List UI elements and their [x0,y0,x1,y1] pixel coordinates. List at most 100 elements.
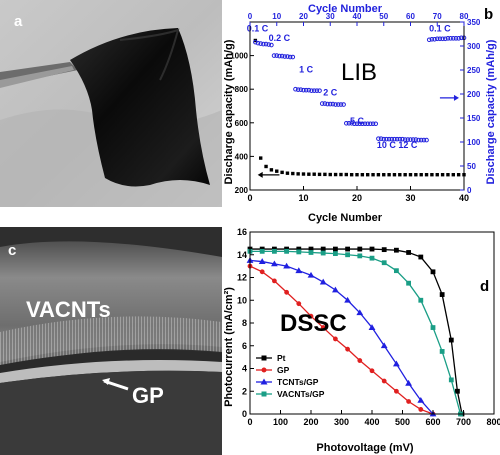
lib-data-point [445,36,451,41]
sem-image: c VACNTs GP [0,227,222,455]
dssc-series-line [249,265,434,415]
dssc-legend: Pt GP TCNTs/GP VACNTs/GP [256,353,325,399]
lib-data-point [266,42,272,47]
lib-data-point [429,36,435,42]
lib-data-point [295,87,301,92]
lib-data-point [253,39,258,45]
dssc-data-point [345,252,350,258]
lib-x-tick-label: 30 [405,193,415,203]
dssc-legend-marker [261,355,267,361]
lib-data-point [402,137,408,142]
lib-y-axis-title: Discharge capacity (mAh/g) [223,39,235,184]
dssc-legend-marker [261,367,267,373]
lib-data-point [338,102,344,107]
dssc-data-point [259,269,265,275]
lib-rate-label: 0.2 C [269,33,291,43]
dssc-data-point [418,297,424,303]
lib-data-point [317,172,322,177]
lib-data-point [410,137,416,142]
dssc-data-point [406,399,411,404]
flexible-film-photo: a [0,0,222,207]
dssc-legend-label: TCNTs/GP [277,377,319,387]
gp-layer-label: GP [132,383,164,408]
lib-data-point [354,121,360,127]
lib-rate-label: 10 C [377,140,397,150]
dssc-x-tick-label: 600 [425,417,440,427]
dssc-data-point [307,271,315,278]
dssc-x-tick-label: 200 [303,417,318,427]
dssc-data-point [455,388,460,394]
lib-plot-frame [249,21,465,191]
lib-data-point [301,87,306,93]
lib-data-point [312,172,316,176]
lib-x2-tick-label: 40 [353,12,362,21]
lib-y-tick-label: 200 [235,186,249,195]
lib-data-point [319,101,325,106]
lib-data-point [403,173,407,177]
dssc-data-point [405,379,412,386]
dssc-data-point [333,251,338,257]
lib-data-point [355,173,359,177]
lib-y2-tick-label: 150 [467,114,481,123]
dssc-data-point [368,324,376,330]
dssc-x-tick-label: 300 [334,417,349,427]
lib-data-point [258,41,264,46]
lib-data-point [459,35,464,41]
lib-y2-tick-label: 200 [467,90,481,99]
lib-x2-tick-label: 70 [433,12,442,21]
lib-data-point [435,173,439,177]
dssc-data-point [333,336,338,342]
vacnts-layer-label: VACNTs [26,297,111,322]
lib-data-point [322,101,328,106]
dssc-data-point [296,249,302,255]
lib-data-point [301,172,306,176]
dssc-data-point [357,358,363,363]
dssc-data-point [381,378,387,384]
lib-data-point [416,137,421,143]
dssc-data-point [272,278,277,284]
lib-data-point [277,53,282,59]
lib-y2-tick-label: 50 [467,162,476,171]
dssc-data-point [448,337,454,343]
lib-data-point [378,136,384,141]
lib-data-point [384,136,389,142]
lib-data-point [360,173,365,177]
lib-data-point [269,168,274,172]
dssc-data-point [357,253,363,259]
lib-data-point [376,136,381,141]
lib-data-point [280,170,284,175]
dssc-data-point [439,349,445,354]
lib-data-point [426,37,432,43]
lib-data-point [341,102,346,107]
dssc-y-tick-label: 14 [237,250,247,260]
dssc-chart-panel: 0 100 200 300 400 500 600 700 800 0 2 4 6 8 10 12 14 16 P… [222,227,500,455]
dssc-y-tick-label: 0 [242,409,247,419]
lib-data-point [291,171,295,176]
dssc-data-point [418,254,424,260]
lib-data-point [339,172,343,177]
dssc-data-point [369,255,375,261]
lib-data-point [394,136,400,142]
lib-data-point [327,101,333,107]
dssc-data-point [271,260,278,267]
lib-data-point [323,172,327,177]
dssc-legend-marker [260,378,268,385]
dssc-data-point [380,342,388,349]
dssc-y-tick-label: 4 [242,364,247,374]
lib-data-point [362,121,368,127]
dssc-data-point [418,407,424,412]
graphene-paper-layer [0,360,222,383]
lib-data-point [421,137,427,143]
dssc-y-tick-label: 16 [237,227,247,237]
lib-overlay-label: LIB [341,59,377,86]
lib-data-point [418,137,424,143]
lib-data-point [408,137,413,142]
dssc-data-point [259,248,265,254]
sem-cross-section-panel: c VACNTs GP [0,227,222,455]
lib-y2-tick-label: 250 [467,66,481,75]
lib-data-point [307,172,311,176]
lib-data-point [333,102,338,107]
dssc-data-point [394,268,399,274]
dssc-data-point [283,262,290,269]
lib-data-point [456,173,461,177]
